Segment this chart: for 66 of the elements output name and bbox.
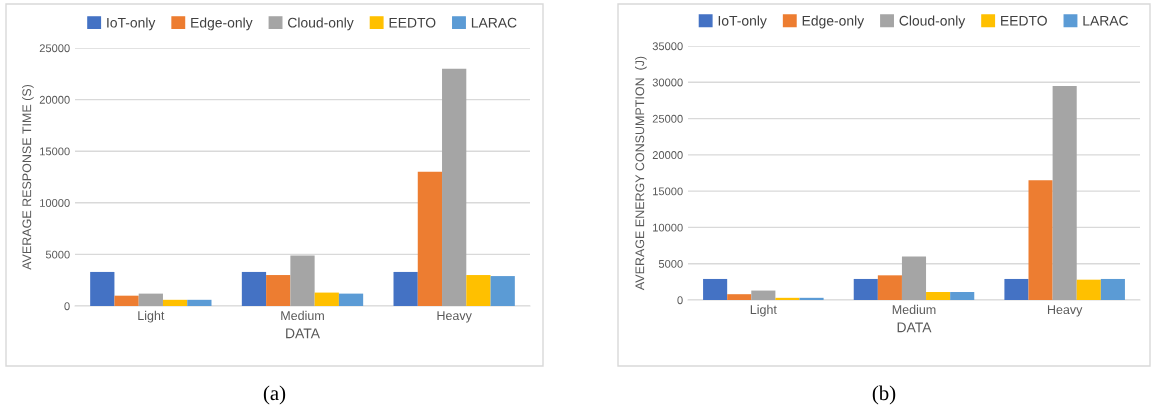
bar [950, 292, 975, 300]
bar [926, 292, 951, 300]
bar [417, 171, 443, 306]
bar [727, 294, 752, 300]
x-tick-label: Medium [892, 304, 936, 315]
x-tick-label: Light [750, 304, 777, 317]
x-tick-label: Heavy [437, 311, 472, 323]
bar [241, 271, 267, 306]
bar [338, 293, 364, 306]
y-tick-label: 5000 [45, 250, 70, 259]
text: (a) [263, 385, 286, 405]
text: (b) [872, 385, 896, 405]
bar [490, 276, 515, 306]
legend-label: Cloud-only [899, 15, 966, 29]
y-tick-label: 0 [677, 296, 683, 305]
bar [187, 299, 212, 306]
y-tick-label: 35000 [652, 42, 683, 51]
bar [1004, 278, 1029, 300]
bar [1028, 180, 1053, 300]
y-tick-label: 15000 [40, 147, 70, 156]
y-tick-label: 20000 [39, 95, 70, 104]
bar [877, 275, 902, 300]
y-tick-label: 25000 [652, 114, 683, 123]
y-tick-label: 10000 [40, 199, 70, 207]
x-tick-label: Light [138, 310, 165, 323]
bar [1100, 278, 1125, 300]
bar [1052, 85, 1077, 300]
legend-label: LARAC [471, 17, 517, 28]
x-axis-title: DATA [897, 322, 932, 333]
y-tick-label: 0 [64, 302, 70, 311]
bar [775, 297, 800, 300]
legend-label: EEDTO [389, 17, 436, 28]
bar [853, 278, 878, 300]
bar [90, 271, 115, 306]
bar [393, 271, 418, 306]
y-tick-label: 25000 [39, 44, 70, 53]
legend-label: LARAC [1083, 15, 1129, 26]
legend-label: IoT-only [107, 17, 156, 31]
y-axis-title: AVERAGE RESPONSE TIME (S) [22, 84, 34, 270]
legend-label: Edge-only [802, 15, 865, 29]
bar [799, 297, 824, 300]
legend-label: Cloud-only [288, 17, 354, 31]
x-tick-label: Heavy [1047, 305, 1083, 317]
legend-label: Edge-only [191, 17, 253, 31]
y-tick-label: 15000 [653, 187, 683, 196]
bar [442, 68, 467, 306]
x-axis-title: DATA [286, 328, 320, 339]
bar [751, 290, 776, 300]
bar [114, 295, 139, 306]
bar [1076, 279, 1101, 300]
bar [266, 275, 291, 306]
bar [138, 293, 163, 306]
legend-label: EEDTO [1001, 15, 1047, 26]
x-tick-label: Medium [281, 310, 324, 321]
y-tick-label: 30000 [652, 78, 683, 87]
y-tick-label: 10000 [653, 223, 683, 232]
legend-label: IoT-only [718, 15, 767, 29]
bar [314, 292, 339, 306]
y-tick-label: 5000 [658, 259, 683, 268]
y-tick-label: 20000 [652, 151, 683, 159]
bar [901, 256, 927, 300]
y-axis-title: AVERAGE ENERGY CONSUMPTION (J) [635, 56, 647, 291]
bar [290, 255, 315, 306]
bar [162, 299, 188, 306]
bar [466, 275, 491, 306]
bar [703, 278, 728, 300]
